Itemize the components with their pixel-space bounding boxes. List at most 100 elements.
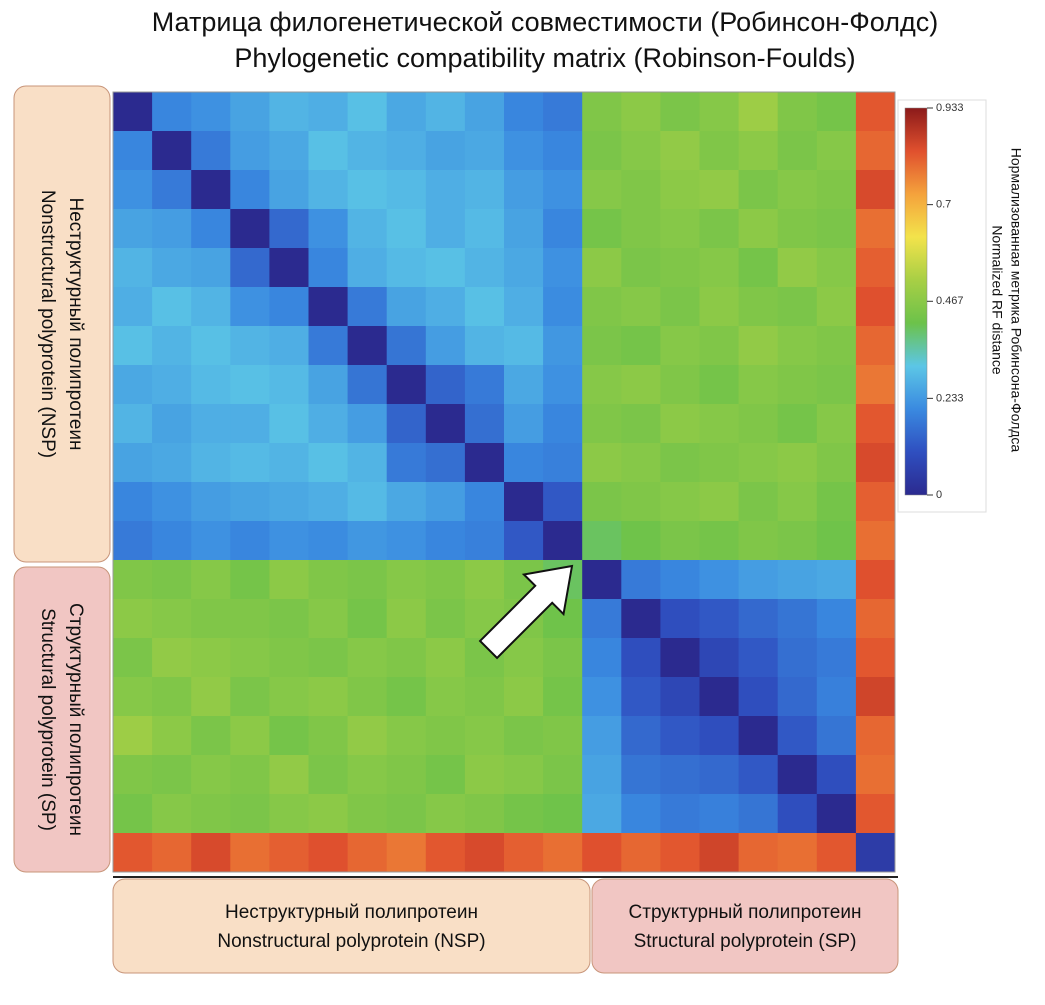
cell xyxy=(347,638,388,678)
cell xyxy=(777,794,818,834)
cell xyxy=(777,170,818,210)
cell xyxy=(152,365,192,405)
cell xyxy=(386,365,427,405)
cell xyxy=(699,170,740,210)
cell xyxy=(582,560,622,600)
cell xyxy=(191,365,231,405)
cell xyxy=(582,599,622,639)
cell xyxy=(152,170,192,210)
group-label: Nonstructural polyprotein (NSP) xyxy=(37,190,58,458)
cell xyxy=(152,599,192,639)
group-box xyxy=(591,878,899,974)
cell xyxy=(582,170,622,210)
cell xyxy=(191,833,231,873)
cell xyxy=(269,365,309,405)
cell xyxy=(425,404,466,444)
cell xyxy=(386,404,427,444)
cell xyxy=(543,326,583,366)
cell xyxy=(699,287,740,327)
cell xyxy=(816,92,857,132)
cell xyxy=(777,638,818,678)
cell xyxy=(386,677,427,717)
cell xyxy=(699,521,740,561)
cell xyxy=(464,287,505,327)
cell xyxy=(582,755,622,795)
cell xyxy=(113,326,153,366)
cell xyxy=(543,833,583,873)
cell xyxy=(738,248,779,288)
cell xyxy=(425,365,466,405)
cell xyxy=(152,716,192,756)
cell xyxy=(777,521,818,561)
cell xyxy=(660,482,700,522)
cell xyxy=(543,443,583,483)
cell xyxy=(425,326,466,366)
cell xyxy=(738,482,779,522)
cell xyxy=(504,677,544,717)
cell xyxy=(269,833,309,873)
cell xyxy=(464,209,505,249)
cell xyxy=(699,716,740,756)
cell xyxy=(621,716,661,756)
cell xyxy=(152,287,192,327)
cell xyxy=(504,248,544,288)
cell xyxy=(855,248,896,288)
cell xyxy=(777,131,818,171)
cell xyxy=(855,443,896,483)
cell xyxy=(425,209,466,249)
cell xyxy=(347,92,388,132)
cell xyxy=(816,443,857,483)
cell xyxy=(152,755,192,795)
group-label: Structural polyprotein (SP) xyxy=(634,931,857,952)
cell xyxy=(425,716,466,756)
cell xyxy=(738,794,779,834)
cell xyxy=(425,92,466,132)
cell xyxy=(738,92,779,132)
cell xyxy=(660,599,700,639)
cell xyxy=(504,716,544,756)
cell xyxy=(738,209,779,249)
cell xyxy=(699,833,740,873)
cell xyxy=(699,365,740,405)
cell xyxy=(308,248,349,288)
cell xyxy=(777,482,818,522)
cell xyxy=(816,326,857,366)
cell xyxy=(347,794,388,834)
colorbar-title: Нормализованная метрика Робинсона-Фолдса xyxy=(1008,148,1024,453)
cell xyxy=(543,638,583,678)
cell xyxy=(855,716,896,756)
cell xyxy=(738,599,779,639)
cell xyxy=(816,131,857,171)
cell xyxy=(855,794,896,834)
cell xyxy=(308,209,349,249)
cell xyxy=(347,287,388,327)
cell xyxy=(660,677,700,717)
cell xyxy=(191,170,231,210)
cell xyxy=(230,326,270,366)
cell xyxy=(152,833,192,873)
cell xyxy=(113,248,153,288)
cell xyxy=(621,560,661,600)
cell xyxy=(308,638,349,678)
cell xyxy=(386,833,427,873)
cell xyxy=(347,599,388,639)
cell xyxy=(113,92,153,132)
cell xyxy=(308,131,349,171)
cell xyxy=(308,404,349,444)
cell xyxy=(777,599,818,639)
cell xyxy=(464,755,505,795)
cell xyxy=(425,170,466,210)
cell xyxy=(621,599,661,639)
cell xyxy=(347,677,388,717)
cell xyxy=(152,92,192,132)
cell xyxy=(582,833,622,873)
cell xyxy=(699,248,740,288)
cell xyxy=(191,794,231,834)
cell xyxy=(230,794,270,834)
cell xyxy=(230,677,270,717)
cell xyxy=(738,326,779,366)
cell xyxy=(855,755,896,795)
cell xyxy=(660,248,700,288)
cell xyxy=(621,794,661,834)
colorbar-tick-label: 0.467 xyxy=(936,295,964,307)
